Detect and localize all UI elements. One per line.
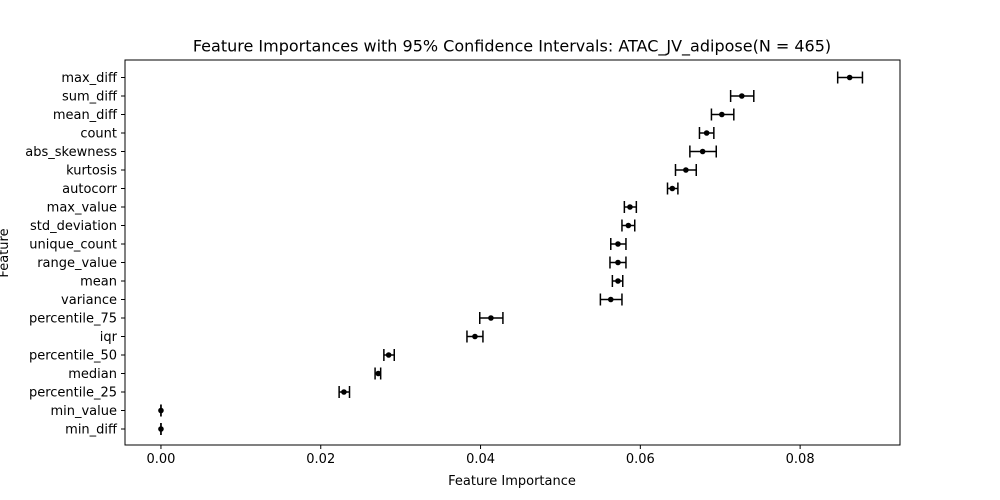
y-tick-label: percentile_50 — [29, 349, 117, 364]
data-point — [158, 407, 164, 414]
y-tick-label: range_value — [37, 256, 117, 271]
error-bar — [609, 256, 627, 269]
error-bar — [836, 71, 864, 84]
y-tick-label: percentile_25 — [29, 386, 117, 401]
data-point — [488, 315, 494, 321]
error-bar — [374, 367, 382, 380]
data-point — [846, 74, 853, 81]
y-tick-label: max_value — [47, 201, 117, 216]
y-tick-label: max_diff — [61, 71, 118, 86]
y-tick-label: count — [80, 127, 117, 142]
data-point — [699, 148, 706, 155]
error-bar — [478, 312, 504, 324]
y-tick-label: iqr — [100, 330, 118, 345]
y-axis-label: Feature — [0, 228, 12, 277]
data-point — [703, 130, 710, 136]
error-bar — [610, 238, 627, 250]
data-point — [683, 167, 689, 173]
data-point — [739, 93, 745, 99]
x-tick-label: 0.04 — [466, 452, 495, 467]
y-tick-label: abs_skewness — [25, 145, 117, 160]
data-point — [625, 222, 632, 229]
error-bar — [338, 386, 351, 398]
data-point — [472, 333, 478, 340]
data-point — [615, 259, 621, 266]
y-tick-label: min_diff — [65, 423, 118, 438]
x-tick-label: 0.08 — [786, 452, 815, 467]
plot-area — [124, 59, 901, 446]
data-point — [615, 241, 621, 247]
x-tick-label: 0.06 — [626, 452, 655, 467]
data-point — [158, 426, 164, 432]
error-bar — [599, 293, 623, 306]
error-bar — [158, 423, 164, 435]
y-tick-label: variance — [61, 293, 117, 308]
error-bar — [674, 164, 698, 176]
error-bar — [621, 219, 636, 232]
data-point — [341, 389, 347, 395]
data-point — [669, 185, 676, 192]
data-point — [627, 204, 633, 210]
y-tick-label: kurtosis — [66, 164, 117, 179]
error-bar — [666, 182, 679, 195]
error-bar — [466, 330, 484, 343]
error-bar — [158, 404, 164, 417]
tick-layer: 0.00 0.02 0.04 0.06 0.08 max_diff sum_diffmean… — [25, 71, 814, 467]
y-tick-label: unique_count — [29, 238, 117, 253]
y-tick-label: min_value — [50, 404, 117, 419]
y-tick-label: autocorr — [62, 182, 117, 197]
error-bar — [689, 145, 717, 158]
x-tick-label: 0.00 — [146, 452, 175, 467]
data-point — [607, 296, 614, 303]
error-bar — [611, 275, 624, 287]
x-axis-label: Feature Importance — [448, 474, 576, 489]
data-point — [385, 352, 392, 358]
data-point — [375, 370, 382, 377]
x-tick-label: 0.02 — [306, 452, 335, 467]
error-bar — [698, 127, 715, 139]
error-bar — [729, 90, 755, 102]
mark-layer — [158, 71, 864, 435]
y-tick-label: mean — [80, 275, 117, 290]
chart-title: Feature Importances with 95% Confidence … — [193, 37, 831, 57]
error-bar — [710, 108, 735, 121]
data-point — [615, 278, 621, 284]
y-tick-label: sum_diff — [62, 90, 118, 105]
data-point — [719, 111, 725, 118]
error-bar — [623, 201, 638, 213]
y-tick-label: std_deviation — [30, 219, 117, 234]
y-tick-label: mean_diff — [53, 108, 118, 123]
y-tick-label: median — [68, 367, 117, 382]
error-bar — [383, 349, 396, 361]
y-tick-label: percentile_75 — [29, 312, 117, 327]
